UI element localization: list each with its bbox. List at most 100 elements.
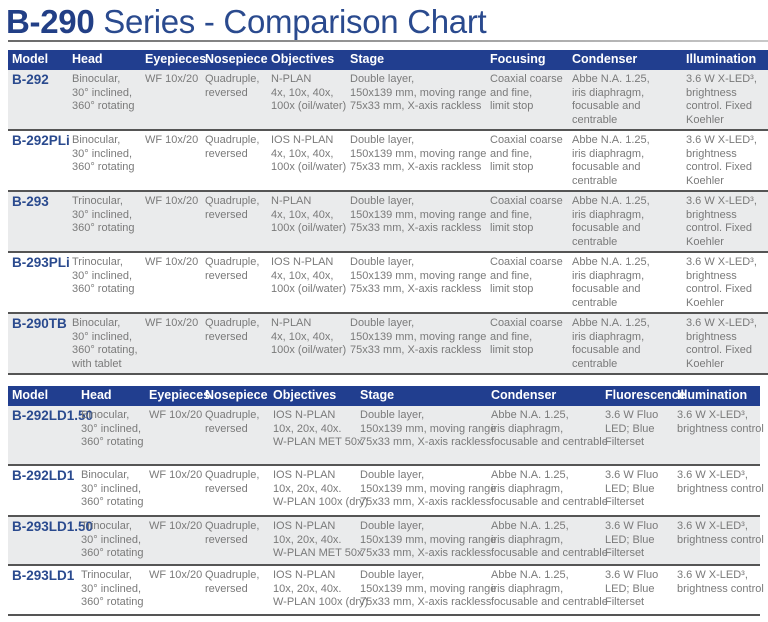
objectives-line: W-PLAN 100x (dry) bbox=[273, 596, 369, 608]
focusing-line: limit stop bbox=[490, 161, 534, 173]
cell-head: Trinocular, 30° inclined, 360° rotating bbox=[68, 252, 141, 314]
model-name: B-292LD1 bbox=[8, 465, 77, 517]
illumination-line: brightness bbox=[686, 208, 737, 221]
focusing-line: Coaxial coarse bbox=[490, 195, 563, 207]
nosepiece-line: Quadruple, bbox=[205, 469, 260, 481]
cell-eyepieces: WF 10x/20 bbox=[145, 565, 203, 616]
focusing-line: and fine, bbox=[490, 208, 533, 221]
nosepiece-line: Quadruple, bbox=[205, 317, 260, 329]
eyepieces-line: WF 10x/20 bbox=[149, 409, 203, 421]
table-row: B-292LD1.50 Binocular, 30° inclined, 360° r… bbox=[8, 406, 764, 466]
illumination-line: brightness control bbox=[677, 582, 764, 595]
title-model-series: B-290 bbox=[6, 3, 95, 40]
column-header-focusing: Focusing bbox=[486, 50, 568, 70]
illumination-line: Koehler bbox=[686, 174, 724, 187]
column-header-condenser: Condenser bbox=[568, 50, 682, 70]
cell-condenser: Abbe N.A. 1.25, iris diaphragm, focusable … bbox=[568, 130, 682, 192]
condenser-line: Abbe N.A. 1.25, bbox=[491, 520, 569, 532]
nosepiece-line: reversed bbox=[205, 269, 248, 282]
condenser-line: focusable and bbox=[572, 161, 641, 173]
fluorescence-line: LED; Blue bbox=[605, 533, 655, 546]
cell-stage: Double layer, 150x139 mm, moving range 75x… bbox=[346, 313, 486, 375]
focusing-line: Coaxial coarse bbox=[490, 256, 563, 268]
model-name: B-293LD1.50 bbox=[8, 516, 93, 566]
condenser-line: Abbe N.A. 1.25, bbox=[572, 317, 650, 329]
condenser-line: Abbe N.A. 1.25, bbox=[572, 195, 650, 207]
illumination-line: Koehler bbox=[686, 296, 724, 309]
head-line: Binocular, bbox=[72, 134, 121, 146]
cell-focusing: Coaxial coarse and fine, limit stop bbox=[486, 70, 568, 131]
focusing-line: and fine, bbox=[490, 330, 533, 343]
cell-condenser: Abbe N.A. 1.25, iris diaphragm, focusable … bbox=[568, 252, 682, 314]
cell-focusing: Coaxial coarse and fine, limit stop bbox=[486, 130, 568, 192]
cell-nosepiece: Quadruple, reversed bbox=[201, 516, 269, 566]
cell-illumination: 3.6 W X-LED³, brightness control. Fixed Koe… bbox=[682, 70, 768, 131]
fluorescence-line: 3.6 W Fluo bbox=[605, 469, 659, 481]
illumination-line: control. Fixed bbox=[686, 283, 753, 295]
cell-stage: Double layer, 150x139 mm, moving range 75x… bbox=[346, 70, 486, 131]
illumination-line: brightness bbox=[686, 330, 737, 343]
condenser-line: Abbe N.A. 1.25, bbox=[572, 256, 650, 268]
head-line: 360° rotating bbox=[81, 496, 144, 508]
focusing-line: and fine, bbox=[490, 269, 533, 282]
nosepiece-line: reversed bbox=[205, 208, 248, 221]
objectives-line: 4x, 10x, 40x, bbox=[271, 330, 334, 343]
column-header-eyepieces: Eyepieces bbox=[145, 386, 210, 406]
illumination-line: 3.6 W X-LED³, bbox=[677, 469, 748, 481]
cell-eyepieces: WF 10x/20 bbox=[145, 406, 203, 466]
cell-fluorescence: 3.6 W Fluo LED; Blue Filterset bbox=[601, 465, 673, 517]
table-row: B-292LD1 Binocular, 30° inclined, 360° rota… bbox=[8, 465, 764, 517]
head-line: 30° inclined, bbox=[81, 582, 142, 595]
objectives-line: 100x (oil/water) bbox=[271, 283, 347, 295]
focusing-line: Coaxial coarse bbox=[490, 73, 563, 85]
table-row: B-293 Trinocular, 30° inclined, 360° rotati… bbox=[8, 191, 768, 253]
objectives-line: 10x, 20x, 40x. bbox=[273, 533, 342, 546]
head-line: 360° rotating bbox=[81, 596, 144, 608]
nosepiece-line: reversed bbox=[205, 482, 248, 495]
cell-eyepieces: WF 10x/20 bbox=[141, 70, 201, 131]
objectives-line: N-PLAN bbox=[271, 317, 312, 329]
column-header-condenser: Condenser bbox=[487, 386, 601, 406]
model-name: B-290TB bbox=[8, 313, 68, 375]
focusing-line: limit stop bbox=[490, 222, 534, 234]
eyepieces-line: WF 10x/20 bbox=[149, 569, 203, 581]
cell-illumination: 3.6 W X-LED³, brightness control bbox=[673, 406, 764, 466]
column-header-head: Head bbox=[77, 386, 145, 406]
cell-illumination: 3.6 W X-LED³, brightness control bbox=[673, 465, 764, 517]
condenser-line: centrable bbox=[572, 235, 618, 248]
focusing-line: limit stop bbox=[490, 344, 534, 356]
objectives-line: 4x, 10x, 40x, bbox=[271, 147, 334, 160]
cell-objectives: N-PLAN 4x, 10x, 40x, 100x (oil/water) bbox=[267, 70, 346, 131]
condenser-line: iris diaphragm, bbox=[572, 86, 645, 99]
head-line: 30° inclined, bbox=[72, 208, 133, 221]
cell-stage: Double layer, 150x139 mm, moving range 75x… bbox=[356, 565, 496, 616]
objectives-line: N-PLAN bbox=[271, 73, 312, 85]
cell-nosepiece: Quadruple, reversed bbox=[201, 313, 267, 375]
eyepieces-line: WF 10x/20 bbox=[149, 520, 203, 532]
objectives-line: W-PLAN MET 50x bbox=[273, 547, 363, 559]
nosepiece-line: Quadruple, bbox=[205, 569, 260, 581]
nosepiece-line: Quadruple, bbox=[205, 195, 260, 207]
cell-stage: Double layer, 150x139 mm, moving range 75x… bbox=[346, 252, 486, 314]
cell-objectives: IOS N-PLAN 4x, 10x, 40x, 100x (oil/water) bbox=[267, 252, 347, 314]
stage-line: 75x33 mm, X-axis rackless bbox=[360, 496, 492, 508]
cell-objectives: IOS N-PLAN 4x, 10x, 40x, 100x (oil/water) bbox=[267, 130, 346, 192]
objectives-line: 4x, 10x, 40x, bbox=[271, 269, 334, 282]
table-row: B-292PLi Binocular, 30° inclined, 360° rota… bbox=[8, 130, 768, 192]
head-line: 30° inclined, bbox=[81, 422, 142, 435]
illumination-line: Koehler bbox=[686, 235, 724, 248]
condenser-line: centrable bbox=[572, 174, 618, 187]
stage-line: 150x139 mm, moving range bbox=[350, 147, 487, 160]
table-header-row: Model Head Eyepieces Nosepiece Objectives Sta… bbox=[8, 386, 760, 406]
fluorescence-line: 3.6 W Fluo bbox=[605, 569, 659, 581]
objectives-line: 4x, 10x, 40x, bbox=[271, 86, 334, 99]
model-name: B-292LD1.50 bbox=[8, 406, 93, 466]
column-header-fluorescence: Fluorescence bbox=[601, 386, 686, 406]
illumination-line: control. Fixed bbox=[686, 161, 753, 173]
head-line: Trinocular, bbox=[81, 569, 132, 581]
illumination-line: 3.6 W X-LED³, bbox=[686, 73, 757, 85]
model-name: B-292 bbox=[8, 70, 68, 131]
eyepieces-line: WF 10x/20 bbox=[145, 256, 199, 268]
head-line: 360° rotating bbox=[72, 161, 135, 173]
condenser-line: focusable and centrable bbox=[491, 496, 608, 508]
